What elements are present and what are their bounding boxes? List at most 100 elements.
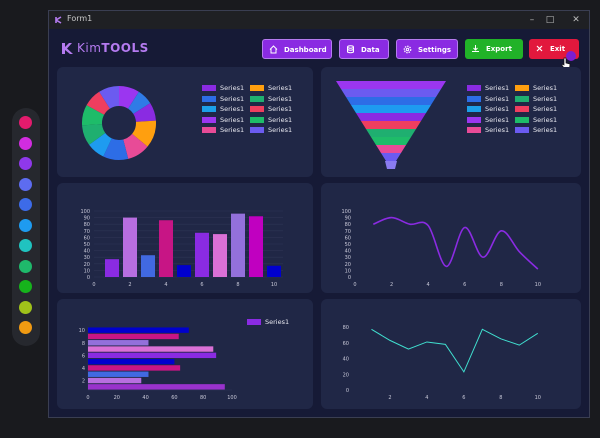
x-tick-label: 80 xyxy=(200,395,206,401)
exit-badge xyxy=(566,51,576,61)
close-icon[interactable]: ✕ xyxy=(572,15,580,25)
donut-chart xyxy=(82,86,156,160)
brand-part1: Kim xyxy=(77,41,102,55)
theme-color-swatch[interactable] xyxy=(19,136,32,150)
maximize-icon[interactable]: □ xyxy=(545,15,555,25)
legend-label: Series1 xyxy=(485,126,510,134)
x-tick-label: 20 xyxy=(114,395,120,401)
data-label: Data xyxy=(361,46,380,54)
donut-slice xyxy=(99,86,119,109)
line-series xyxy=(371,328,539,373)
color-palette-bar xyxy=(12,108,40,346)
funnel-level xyxy=(351,105,431,113)
theme-color-swatch[interactable] xyxy=(19,116,32,129)
x-tick-label: 0 xyxy=(92,282,95,288)
x-tick-label: 4 xyxy=(427,282,430,288)
y-tick-label: 60 xyxy=(84,235,90,241)
y-tick-label: 40 xyxy=(345,249,351,255)
x-tick-label: 4 xyxy=(164,282,167,288)
x-tick-label: 6 xyxy=(462,395,465,401)
export-button[interactable]: Export xyxy=(465,39,523,59)
x-tick-label: 4 xyxy=(425,395,428,401)
spline-panel: 0 10 20 30 40 50 60 70 80 90 100 0 2 4 6 8 10 xyxy=(321,183,581,293)
y-tick-label: 0 xyxy=(346,388,349,394)
y-tick-label: 2 xyxy=(82,379,85,385)
legend-label: Series1 xyxy=(485,115,510,124)
exit-label: Exit xyxy=(550,45,566,53)
y-tick-label: 100 xyxy=(80,209,90,215)
legend-swatch xyxy=(202,106,216,112)
donut-slice xyxy=(82,105,105,126)
donut-legend: Series1 Series1 Series1 Series1 Series1 Serie… xyxy=(202,84,312,144)
title-bar: Form1 – □ ✕ xyxy=(49,11,589,29)
horizontal-bar xyxy=(88,358,175,365)
legend-label: Series1 xyxy=(268,84,293,92)
column-bar xyxy=(195,232,209,277)
column-bar xyxy=(177,265,191,277)
database-icon xyxy=(347,45,354,54)
x-tick-label: 6 xyxy=(200,282,203,288)
theme-color-swatch[interactable] xyxy=(19,177,32,191)
horizontal-bar xyxy=(88,327,189,333)
legend-swatch xyxy=(250,116,264,123)
theme-color-swatch[interactable] xyxy=(19,239,32,252)
column-bar xyxy=(267,265,281,277)
horizontal-bar xyxy=(88,377,142,384)
y-tick-label: 0 xyxy=(87,275,90,281)
minimize-icon[interactable]: – xyxy=(529,15,535,25)
y-tick-label: 50 xyxy=(345,242,351,248)
legend-label: Series1 xyxy=(265,318,290,326)
legend-swatch xyxy=(467,127,481,133)
y-tick-label: 30 xyxy=(345,255,351,261)
funnel-level xyxy=(361,121,421,129)
horizontal-bar xyxy=(88,352,217,359)
x-tick-label: 6 xyxy=(463,282,466,288)
x-tick-label: 8 xyxy=(236,282,239,288)
theme-color-swatch[interactable] xyxy=(19,280,32,293)
theme-color-swatch[interactable] xyxy=(19,198,32,211)
y-tick-label: 80 xyxy=(343,325,349,331)
theme-color-swatch[interactable] xyxy=(19,321,32,334)
funnel-level xyxy=(341,89,441,97)
funnel-level xyxy=(371,137,411,145)
y-tick-label: 50 xyxy=(84,242,90,248)
legend-label: Series1 xyxy=(268,126,293,134)
settings-button[interactable]: Settings xyxy=(396,39,458,59)
dashboard-button[interactable]: Dashboard xyxy=(262,39,332,59)
line-chart: 0 20 40 60 80 2 4 6 8 10 xyxy=(343,325,541,401)
exit-button[interactable]: Exit xyxy=(529,39,579,61)
donut-slice xyxy=(103,138,129,160)
legend-label: Series1 xyxy=(533,126,558,134)
theme-color-swatch[interactable] xyxy=(19,300,32,314)
legend-swatch xyxy=(515,95,529,102)
y-tick-label: 6 xyxy=(82,353,85,359)
y-tick-label: 60 xyxy=(345,235,351,241)
brand-part2: TOOLS xyxy=(101,41,149,55)
x-tick-label: 10 xyxy=(535,282,541,288)
x-tick-label: 0 xyxy=(353,282,356,288)
y-tick-label: 20 xyxy=(343,372,349,378)
logo-icon xyxy=(62,43,73,54)
funnel-level xyxy=(366,129,416,137)
column-bar xyxy=(141,255,155,277)
legend-label: Series1 xyxy=(220,84,245,92)
legend-label: Series1 xyxy=(268,115,293,124)
column-bar xyxy=(231,213,245,277)
y-tick-label: 4 xyxy=(82,366,85,372)
theme-color-swatch[interactable] xyxy=(19,259,32,273)
hbar-panel: 0 20 40 60 80 100 2 4 6 8 10 Series1 xyxy=(57,299,313,409)
theme-color-swatch[interactable] xyxy=(19,157,32,170)
theme-color-swatch[interactable] xyxy=(19,218,32,232)
home-icon xyxy=(269,45,278,54)
dashboard-label: Dashboard xyxy=(284,46,327,54)
legend-swatch xyxy=(515,106,529,112)
legend-swatch xyxy=(467,95,481,102)
x-tick-label: 10 xyxy=(535,395,541,401)
data-button[interactable]: Data xyxy=(339,39,389,59)
column-bar xyxy=(249,216,263,277)
legend-label: Series1 xyxy=(533,115,558,124)
y-tick-label: 8 xyxy=(82,341,85,347)
y-tick-label: 90 xyxy=(84,216,90,222)
app-window: Form1 – □ ✕ KimTOOLS Dashboard Data Sett… xyxy=(48,10,590,418)
donut-slice xyxy=(119,86,139,109)
